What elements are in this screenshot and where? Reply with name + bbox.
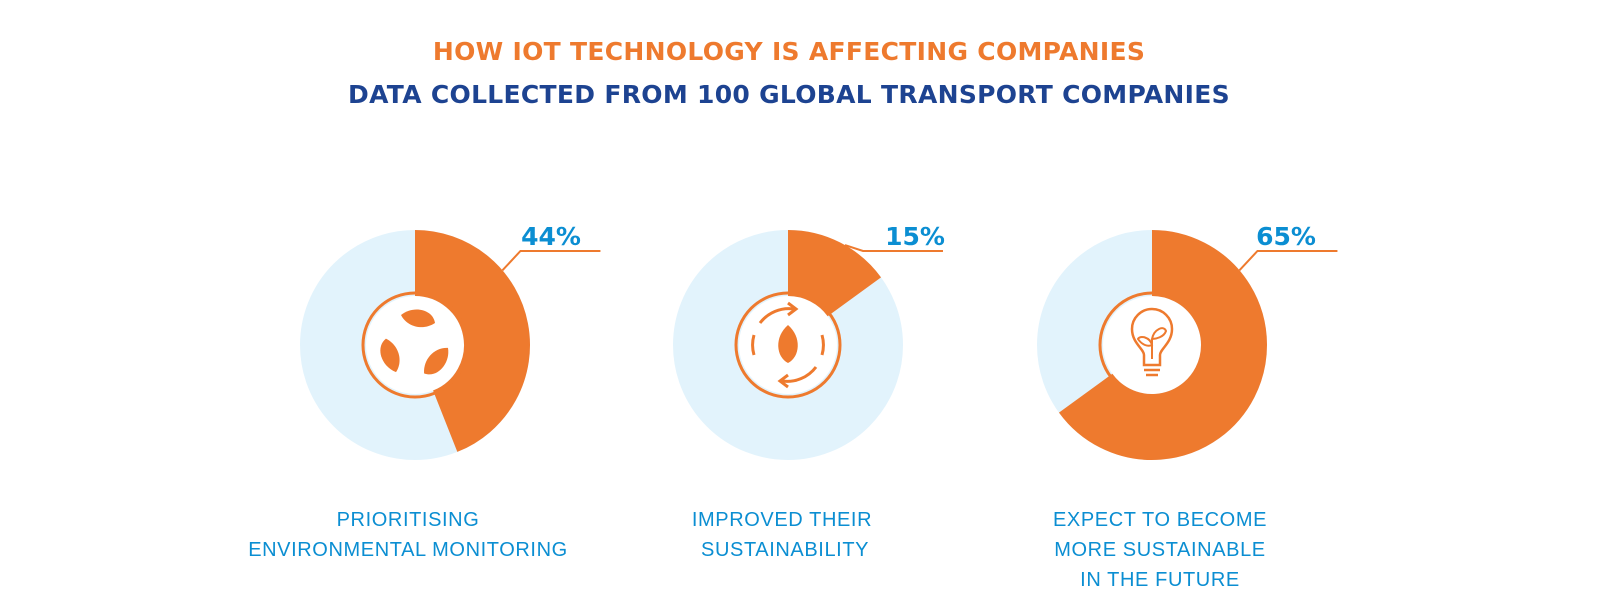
donut-1-slice: [413, 230, 530, 452]
donut-1-caption: PRIORITISING ENVIRONMENTAL MONITORING: [198, 505, 618, 565]
eco-lightbulb-icon: [1130, 307, 1174, 377]
donut-3-caption-line-2: MORE SUSTAINABLE: [1054, 539, 1266, 561]
donut-2: 15%: [673, 222, 945, 460]
chart-subtitle: DATA COLLECTED FROM 100 GLOBAL TRANSPORT…: [348, 80, 1230, 109]
donut-3-caption-line-1: EXPECT TO BECOME: [1052, 509, 1268, 531]
donut-2-value-label: 15%: [885, 222, 945, 251]
donut-3-icon-ring: [1098, 291, 1206, 399]
donut-2-slice: [786, 230, 882, 318]
donut-1: 44%: [300, 222, 601, 460]
donut-1-caption-line-2: ENVIRONMENTAL MONITORING: [248, 539, 568, 561]
donut-3-caption-line-3: IN THE FUTURE: [1080, 569, 1240, 591]
donut-3-leader-line: [1238, 250, 1338, 271]
donut-2-caption: IMPROVED THEIR SUSTAINABILITY: [572, 505, 992, 565]
donut-1-caption-line-1: PRIORITISING: [336, 509, 480, 531]
donut-2-caption-line-2: SUSTAINABILITY: [694, 539, 870, 561]
donut-3-slice: [1059, 230, 1267, 460]
donut-2-leader-line: [844, 244, 943, 252]
cycle-leaf-icon: [751, 301, 825, 389]
donut-3: 65%: [1037, 222, 1338, 460]
donut-3-value-label: 65%: [1256, 222, 1316, 251]
donut-3-caption: EXPECT TO BECOME MORE SUSTAINABLE IN THE…: [950, 505, 1370, 595]
chart-title: HOW IOT TECHNOLOGY IS AFFECTING COMPANIE…: [432, 37, 1146, 66]
recycle-leaves-icon: [380, 309, 449, 375]
donut-2-caption-line-1: IMPROVED THEIR: [691, 509, 873, 531]
donut-1-value-label: 44%: [521, 222, 581, 251]
donut-1-icon-ring: [361, 291, 469, 399]
donut-2-icon-ring: [734, 291, 842, 399]
donut-1-leader-line: [501, 250, 601, 271]
